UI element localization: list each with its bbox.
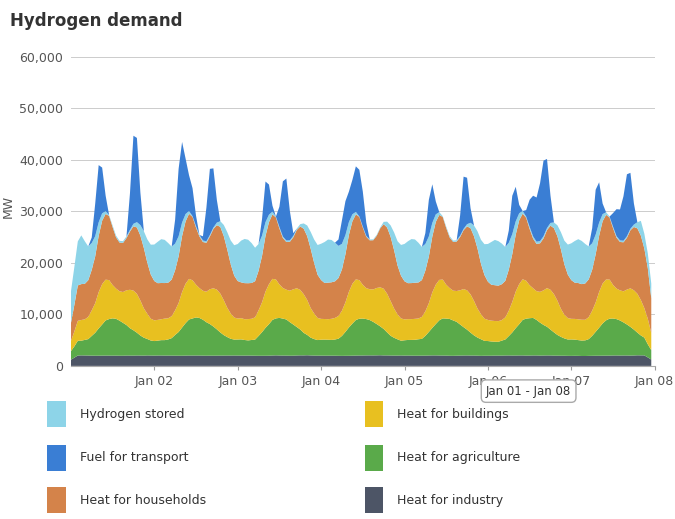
- Text: Heat for industry: Heat for industry: [397, 494, 503, 507]
- Text: Heat for buildings: Heat for buildings: [397, 408, 508, 421]
- Y-axis label: MW: MW: [2, 195, 15, 218]
- Text: Hydrogen demand: Hydrogen demand: [10, 12, 183, 31]
- Text: Hydrogen stored: Hydrogen stored: [80, 408, 184, 421]
- Bar: [364, 487, 383, 513]
- Bar: [364, 401, 383, 428]
- Text: Jan 01 - Jan 08: Jan 01 - Jan 08: [486, 385, 571, 398]
- Bar: [364, 445, 383, 471]
- Text: Heat for households: Heat for households: [80, 494, 206, 507]
- Bar: [47, 487, 66, 513]
- Bar: [47, 445, 66, 471]
- Text: Fuel for transport: Fuel for transport: [80, 452, 188, 465]
- Bar: [47, 401, 66, 428]
- Text: Heat for agriculture: Heat for agriculture: [397, 452, 520, 465]
